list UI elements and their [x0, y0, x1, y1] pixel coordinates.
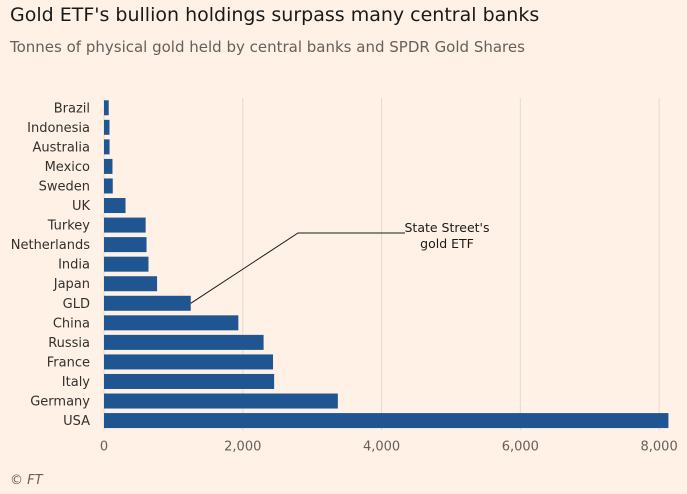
bar-turkey: [104, 217, 146, 233]
bar-mexico: [104, 158, 113, 174]
bar-gld: [104, 295, 191, 311]
category-label: Sweden: [39, 179, 90, 194]
category-label: Germany: [30, 395, 90, 410]
bar-italy: [104, 373, 275, 389]
category-label: India: [58, 258, 90, 273]
bar-netherlands: [104, 237, 147, 253]
annotation-text-line-1: State Street's: [405, 220, 490, 235]
annotation-leader-line: [190, 232, 405, 304]
chart-title: Gold ETF's bullion holdings surpass many…: [10, 4, 540, 26]
bars: [104, 100, 669, 429]
x-tick-label: 4,000: [363, 439, 400, 454]
bar-australia: [104, 139, 110, 155]
category-labels: Brazil Indonesia Australia Mexico Sweden UK Tu…: [11, 101, 91, 429]
bar-russia: [104, 334, 264, 350]
category-label: Netherlands: [11, 238, 90, 253]
bar-japan: [104, 276, 158, 292]
chart-subtitle: Tonnes of physical gold held by central …: [10, 38, 525, 56]
category-label: China: [53, 316, 90, 331]
category-label: Japan: [53, 277, 90, 292]
x-tick-label: 2,000: [224, 439, 261, 454]
category-label: Turkey: [47, 219, 91, 234]
bar-sweden: [104, 178, 113, 194]
bar-uk: [104, 198, 126, 214]
x-tick-label: 6,000: [502, 439, 539, 454]
category-label: Italy: [62, 375, 91, 390]
category-label: GLD: [63, 297, 90, 312]
category-label: Indonesia: [27, 121, 90, 136]
x-tick-label: 8,000: [641, 439, 678, 454]
bar-usa: [104, 413, 669, 429]
bar-france: [104, 354, 274, 370]
category-label: France: [47, 355, 90, 370]
annotation-text-line-2: gold ETF: [420, 236, 474, 251]
category-label: UK: [72, 199, 91, 214]
bar-germany: [104, 393, 338, 409]
bar-india: [104, 256, 149, 272]
x-tick-label: 0: [100, 439, 108, 454]
category-label: Australia: [32, 140, 90, 155]
category-label: Brazil: [54, 101, 90, 116]
x-axis-ticks: 0 2,000 4,000 6,000 8,000: [100, 439, 678, 454]
source-credit: © FT: [10, 473, 43, 488]
category-label: USA: [63, 414, 90, 429]
bar-indonesia: [104, 119, 110, 135]
bar-china: [104, 315, 239, 331]
category-label: Russia: [48, 336, 90, 351]
category-label: Mexico: [45, 160, 90, 175]
bar-brazil: [104, 100, 109, 116]
